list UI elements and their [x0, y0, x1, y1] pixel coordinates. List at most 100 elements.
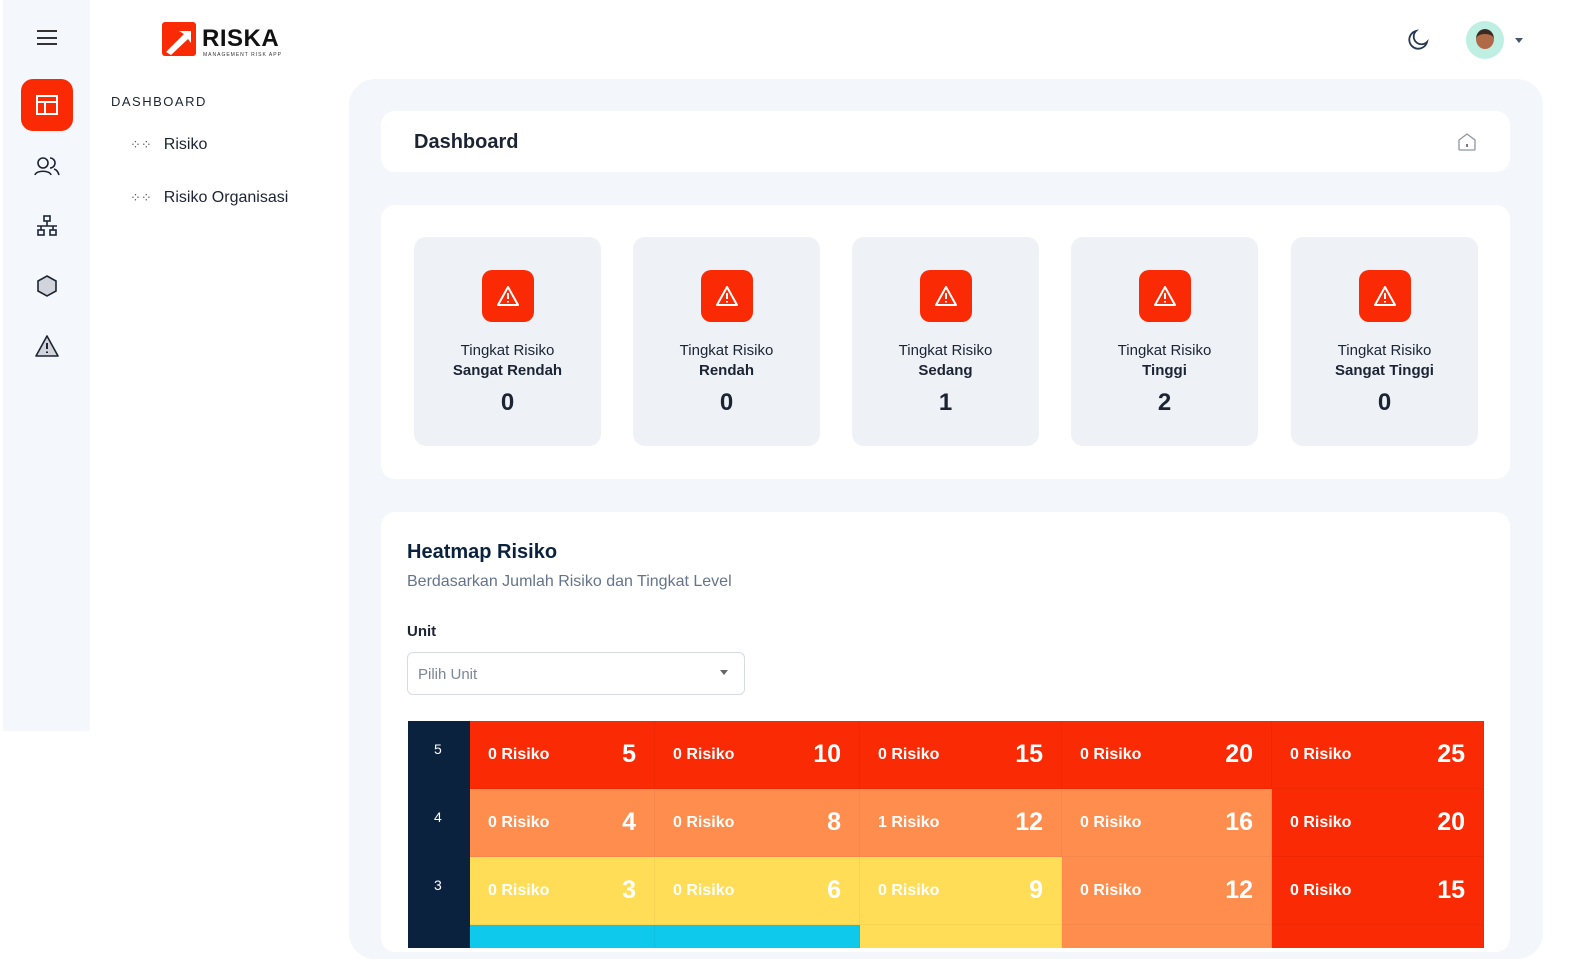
- alert-triangle-icon: [1138, 270, 1191, 322]
- rail-dashboard-button[interactable]: [21, 79, 73, 131]
- cell-risk-count: 0 Risiko: [1290, 745, 1352, 763]
- chevron-down-icon: [720, 670, 728, 679]
- cell-score: 25: [1437, 740, 1465, 768]
- heatmap-cell[interactable]: [860, 925, 1062, 948]
- card-value: 0: [719, 389, 734, 416]
- alert-triangle-icon: [919, 270, 972, 322]
- layout-icon: [36, 95, 58, 115]
- cell-score: 9: [1029, 876, 1043, 904]
- card-label: Tingkat Risiko: [679, 342, 774, 359]
- card-level: Sedang: [918, 362, 973, 379]
- risk-level-card[interactable]: Tingkat Risiko Sedang 1: [852, 237, 1039, 446]
- heatmap-title: Heatmap Risiko: [407, 541, 558, 563]
- risk-level-card[interactable]: Tingkat Risiko Rendah 0: [633, 237, 820, 446]
- card-value: 2: [1157, 389, 1172, 416]
- brand-name: RISKA: [202, 25, 280, 52]
- unit-select[interactable]: Pilih Unit: [407, 652, 745, 695]
- brand-logo[interactable]: RISKA MANAGEMENT RISK APP: [162, 22, 282, 58]
- logo-arrow-icon: [162, 22, 196, 56]
- cell-risk-count: 0 Risiko: [878, 745, 940, 763]
- hexagon-icon: [37, 275, 57, 297]
- cell-risk-count: 0 Risiko: [1080, 813, 1142, 831]
- page-header: Dashboard: [381, 111, 1510, 172]
- cell-score: 15: [1437, 876, 1465, 904]
- chevron-down-icon[interactable]: [1515, 38, 1523, 47]
- heatmap-subtitle: Berdasarkan Jumlah Risiko dan Tingkat Le…: [407, 573, 732, 590]
- cell-score: 3: [622, 876, 636, 904]
- heatmap-cell[interactable]: 1 Risiko 12: [860, 789, 1062, 857]
- rail-organization-button[interactable]: [21, 200, 73, 252]
- heatmap-cell[interactable]: 0 Risiko 20: [1272, 789, 1484, 857]
- cell-score: 6: [827, 876, 841, 904]
- cell-score: 12: [1225, 876, 1253, 904]
- sidebar-item-risiko-organisasi[interactable]: ⁘⁘ Risiko Organisasi: [130, 189, 288, 207]
- rail-users-button[interactable]: [21, 140, 73, 192]
- heatmap-cell[interactable]: 0 Risiko 15: [1272, 857, 1484, 925]
- heatmap-cell[interactable]: 0 Risiko 12: [1062, 857, 1272, 925]
- moon-icon[interactable]: [1407, 29, 1429, 51]
- heatmap-cell[interactable]: 0 Risiko 16: [1062, 789, 1272, 857]
- alert-triangle-icon: [1358, 270, 1411, 322]
- heatmap-row-label: 5: [408, 721, 470, 789]
- sidebar-item-label: Risiko Organisasi: [163, 189, 289, 206]
- risk-level-card[interactable]: Tingkat Risiko Sangat Rendah 0: [414, 237, 601, 446]
- card-level: Sangat Tinggi: [1335, 362, 1434, 379]
- card-level: Rendah: [698, 362, 754, 379]
- page-title: Dashboard: [414, 131, 519, 153]
- cell-risk-count: 0 Risiko: [1290, 813, 1352, 831]
- heatmap-cell[interactable]: 0 Risiko 8: [655, 789, 860, 857]
- cell-risk-count: 0 Risiko: [673, 745, 735, 763]
- cell-risk-count: 0 Risiko: [488, 813, 550, 831]
- user-avatar[interactable]: [1466, 21, 1504, 59]
- heatmap-cell[interactable]: 0 Risiko 25: [1272, 721, 1484, 789]
- cell-risk-count: 0 Risiko: [1080, 881, 1142, 899]
- alert-triangle-icon: [35, 335, 59, 357]
- heatmap-cell[interactable]: 0 Risiko 20: [1062, 721, 1272, 789]
- card-label: Tingkat Risiko: [460, 342, 555, 359]
- card-level: Tinggi: [1142, 362, 1187, 379]
- menu-toggle-icon[interactable]: [37, 30, 57, 45]
- risk-level-card[interactable]: Tingkat Risiko Sangat Tinggi 0: [1291, 237, 1478, 446]
- heatmap-cell[interactable]: 0 Risiko 9: [860, 857, 1062, 925]
- heatmap-row-label: 4: [408, 789, 470, 857]
- sidebar-section-title: DASHBOARD: [111, 94, 207, 109]
- heatmap-cell[interactable]: 0 Risiko 5: [470, 721, 655, 789]
- home-icon[interactable]: [1457, 132, 1477, 152]
- rail-risk-button[interactable]: [21, 320, 73, 372]
- cell-risk-count: 0 Risiko: [673, 813, 735, 831]
- cell-score: 8: [827, 808, 841, 836]
- heatmap-row-label: 3: [408, 857, 470, 925]
- risk-heatmap: 5 0 Risiko 5 0 Risiko 10 0 Risiko 15 0 Risiko 20…: [408, 721, 1484, 948]
- rail-hexagon-button[interactable]: [21, 260, 73, 312]
- cell-risk-count: 0 Risiko: [488, 881, 550, 899]
- heatmap-cell[interactable]: 0 Risiko 6: [655, 857, 860, 925]
- cell-score: 20: [1225, 740, 1253, 768]
- cell-score: 5: [622, 740, 636, 768]
- heatmap-cell[interactable]: 0 Risiko 10: [655, 721, 860, 789]
- heatmap-cell[interactable]: [1062, 925, 1272, 948]
- heatmap-cell[interactable]: 0 Risiko 3: [470, 857, 655, 925]
- grid-dots-icon: ⁘⁘: [130, 190, 152, 205]
- cell-risk-count: 1 Risiko: [878, 813, 940, 831]
- heatmap-cell[interactable]: [470, 925, 655, 948]
- cell-risk-count: 0 Risiko: [1080, 745, 1142, 763]
- users-icon: [34, 157, 60, 176]
- cell-score: 20: [1437, 808, 1465, 836]
- cell-score: 12: [1015, 808, 1043, 836]
- card-value: 1: [938, 389, 953, 416]
- grid-dots-icon: ⁘⁘: [130, 137, 152, 152]
- card-label: Tingkat Risiko: [1337, 342, 1432, 359]
- brand-tagline: MANAGEMENT RISK APP: [203, 52, 282, 58]
- heatmap-cell[interactable]: 0 Risiko 15: [860, 721, 1062, 789]
- heatmap-cell[interactable]: 0 Risiko 4: [470, 789, 655, 857]
- heatmap-cell[interactable]: [1272, 925, 1484, 948]
- heatmap-cell[interactable]: [655, 925, 860, 948]
- cell-risk-count: 0 Risiko: [488, 745, 550, 763]
- card-label: Tingkat Risiko: [898, 342, 993, 359]
- card-value: 0: [500, 389, 515, 416]
- sidebar-item-risiko[interactable]: ⁘⁘ Risiko: [130, 136, 207, 154]
- risk-level-card[interactable]: Tingkat Risiko Tinggi 2: [1071, 237, 1258, 446]
- cell-score: 4: [622, 808, 636, 836]
- cell-score: 10: [813, 740, 841, 768]
- cell-score: 16: [1225, 808, 1253, 836]
